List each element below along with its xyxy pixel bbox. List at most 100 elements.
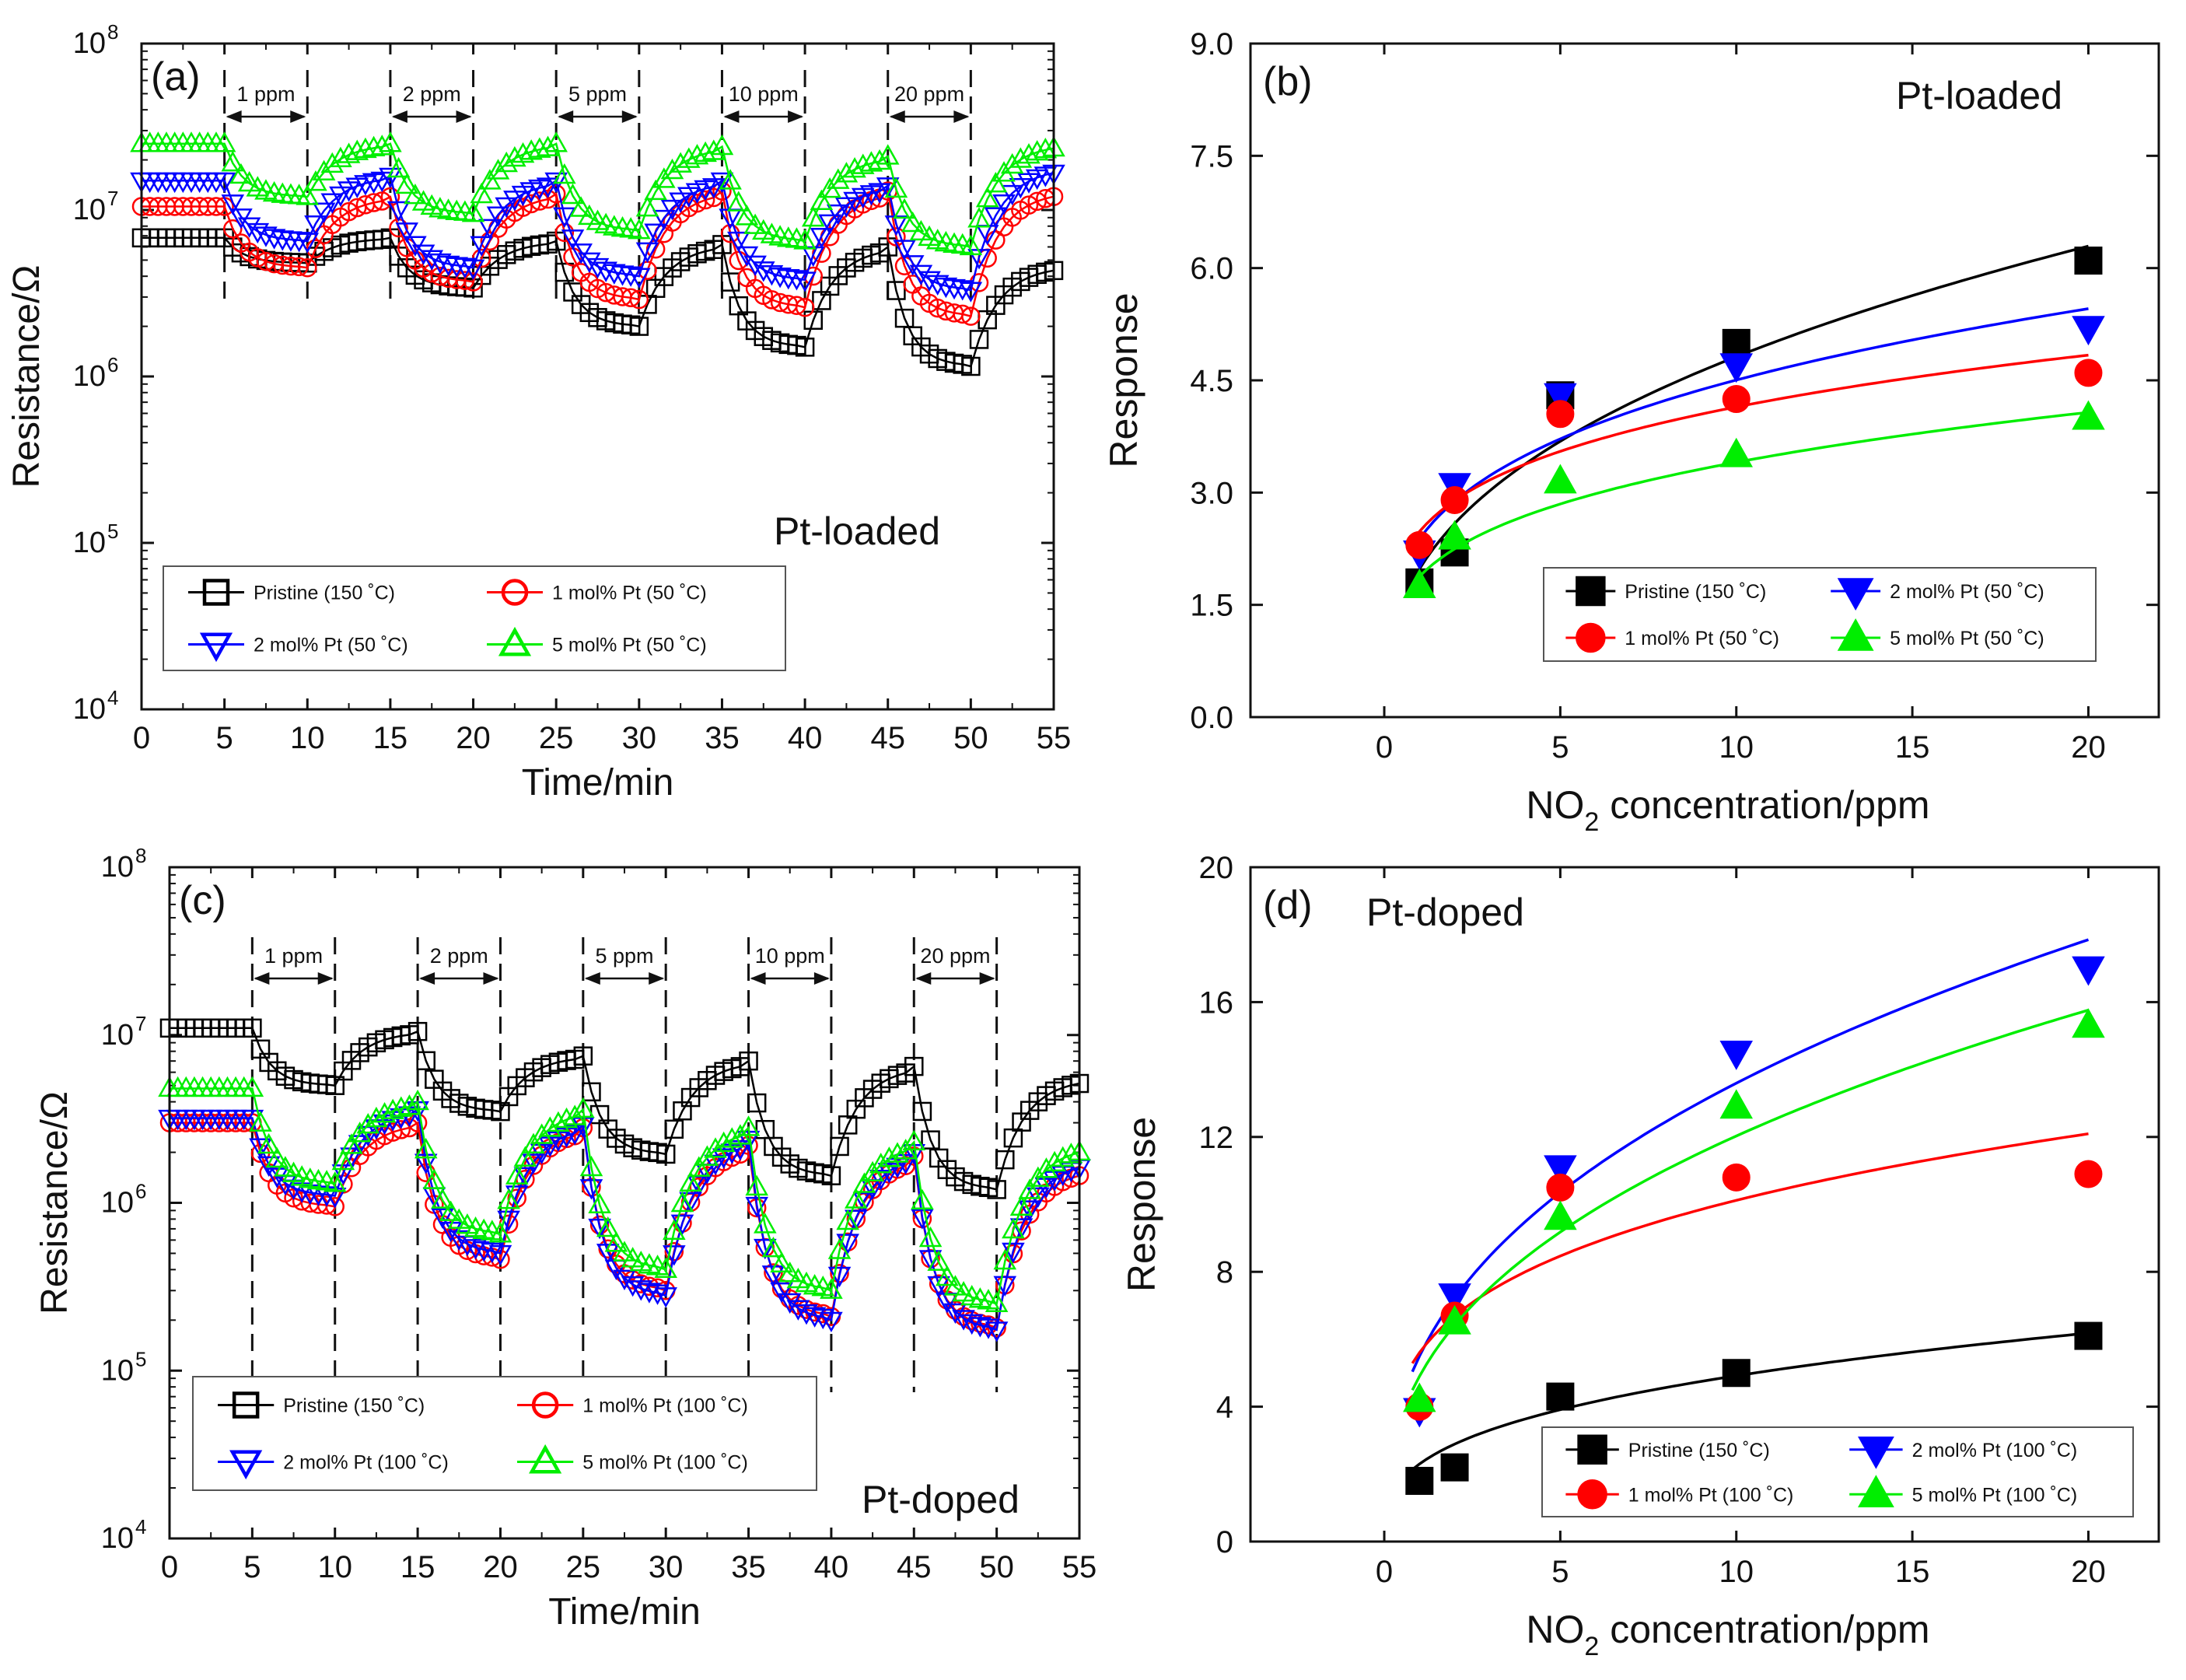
data-point-marker (952, 1310, 975, 1331)
data-point-marker (921, 1130, 940, 1150)
y-tick-label: 10 (101, 1187, 134, 1220)
data-point-marker (1403, 1382, 1436, 1412)
data-point-marker (984, 207, 1008, 228)
data-point-marker (519, 139, 543, 160)
y-tick-label: 10 (73, 27, 106, 60)
data-point-marker (925, 275, 950, 296)
y-tick-label: 10 (101, 1354, 134, 1387)
x-tick-label: 20 (2071, 730, 2106, 765)
data-point-marker (604, 1231, 628, 1252)
data-point-marker (1440, 485, 1469, 514)
data-point-marker (287, 232, 311, 253)
data-point-marker (720, 1127, 744, 1148)
data-point-marker (340, 1133, 363, 1154)
data-point-marker (223, 219, 243, 239)
exposure-arrowhead-left (723, 110, 740, 123)
data-point-marker (868, 183, 891, 204)
y-tick-label: 7.5 (1190, 139, 1233, 173)
data-point-marker (296, 233, 320, 254)
series-0 (1405, 1321, 2103, 1495)
data-point-marker (588, 1192, 611, 1214)
data-point-marker (1051, 1146, 1075, 1167)
data-point-marker (984, 172, 1008, 193)
data-point-marker (578, 252, 601, 273)
data-point-marker (801, 206, 825, 227)
data-point-marker (572, 1117, 595, 1138)
data-point-marker (202, 579, 230, 606)
data-point-marker (795, 1271, 818, 1293)
data-point-marker (621, 1276, 645, 1297)
data-point-marker (644, 223, 667, 244)
legend-box (1543, 567, 2097, 662)
data-point-marker (407, 1021, 428, 1041)
data-point-marker (961, 306, 981, 326)
data-point-marker (993, 1248, 1017, 1270)
data-point-marker (1719, 437, 1754, 467)
exposure-arrowhead-left (558, 110, 574, 123)
data-point-marker (538, 1116, 562, 1137)
y-tick-exponent: 5 (135, 1347, 146, 1370)
data-point-marker (719, 169, 742, 190)
data-point-marker (1025, 139, 1049, 161)
data-point-marker (747, 1093, 767, 1113)
data-point-marker (959, 282, 983, 303)
data-point-marker (702, 139, 726, 160)
x-tick-label: 5 (1551, 730, 1569, 765)
x-tick-label: 50 (953, 721, 988, 755)
legend-label: 2 mol% Pt (100 ˚C) (1912, 1440, 2078, 1461)
data-point-marker (710, 134, 734, 156)
data-point-marker (1577, 1479, 1607, 1510)
chart-panel-d: 0 5 10 15 20 0 4 8 12 16 20 (d) Pt-doped NO2 concentr… (1120, 851, 2160, 1661)
exposure-arrowhead-right (456, 110, 472, 123)
data-point-marker (1576, 576, 1606, 607)
data-point-marker (1837, 618, 1874, 651)
x-tick-label: 10 (1719, 1555, 1754, 1589)
data-point-marker (820, 1311, 843, 1333)
data-point-marker (810, 189, 834, 210)
data-point-marker (1440, 1453, 1469, 1482)
data-point-marker (530, 1123, 554, 1144)
data-point-marker (886, 1142, 909, 1163)
data-point-marker (522, 1153, 545, 1174)
data-point-marker (289, 257, 309, 277)
data-point-marker (704, 1137, 727, 1158)
exposure-arrowhead-right (649, 972, 665, 985)
data-point-marker (969, 330, 989, 349)
data-point-marker (1405, 1466, 1434, 1495)
fit-curve (1411, 411, 2089, 586)
data-point-marker (304, 170, 327, 191)
series-line (170, 1027, 1080, 1191)
exposure-arrowhead-left (750, 972, 766, 985)
data-point-marker (248, 248, 268, 268)
data-point-marker (851, 153, 875, 174)
data-point-marker (893, 198, 916, 219)
data-point-marker (795, 1304, 818, 1325)
y-axis-title: Resistance/Ω (34, 1091, 75, 1314)
data-point-marker (786, 1300, 810, 1321)
legend-label: 1 mol% Pt (100 ˚C) (1628, 1484, 1794, 1506)
panel-label: (d) (1263, 883, 1313, 928)
data-point-marker (2074, 359, 2103, 387)
data-point-marker (909, 219, 933, 241)
y-tick-exponent: 4 (107, 686, 118, 709)
y-tick-label: 12 (1199, 1121, 1234, 1155)
data-point-marker (663, 1219, 686, 1241)
x-tick-label: 10 (1719, 730, 1754, 765)
exposure-arrowhead-left (584, 972, 600, 985)
series-3 (1403, 400, 2105, 599)
data-point-marker (505, 1164, 529, 1185)
data-point-marker (1002, 1217, 1025, 1239)
series-1 (1403, 307, 2105, 570)
data-point-marker (463, 272, 483, 292)
data-point-marker (428, 253, 452, 275)
data-point-marker (431, 1208, 454, 1229)
data-point-marker (810, 228, 834, 249)
data-point-marker (544, 131, 568, 152)
legend-label: 2 mol% Pt (50 ˚C) (1890, 581, 2044, 603)
series-0 (1405, 244, 2103, 597)
x-axis-title-main: NO (1526, 1608, 1584, 1651)
exposure-arrowhead-left (419, 972, 435, 985)
data-point-marker (563, 1104, 586, 1125)
data-point-marker (1034, 138, 1058, 159)
fit-curve (1411, 1332, 2089, 1471)
